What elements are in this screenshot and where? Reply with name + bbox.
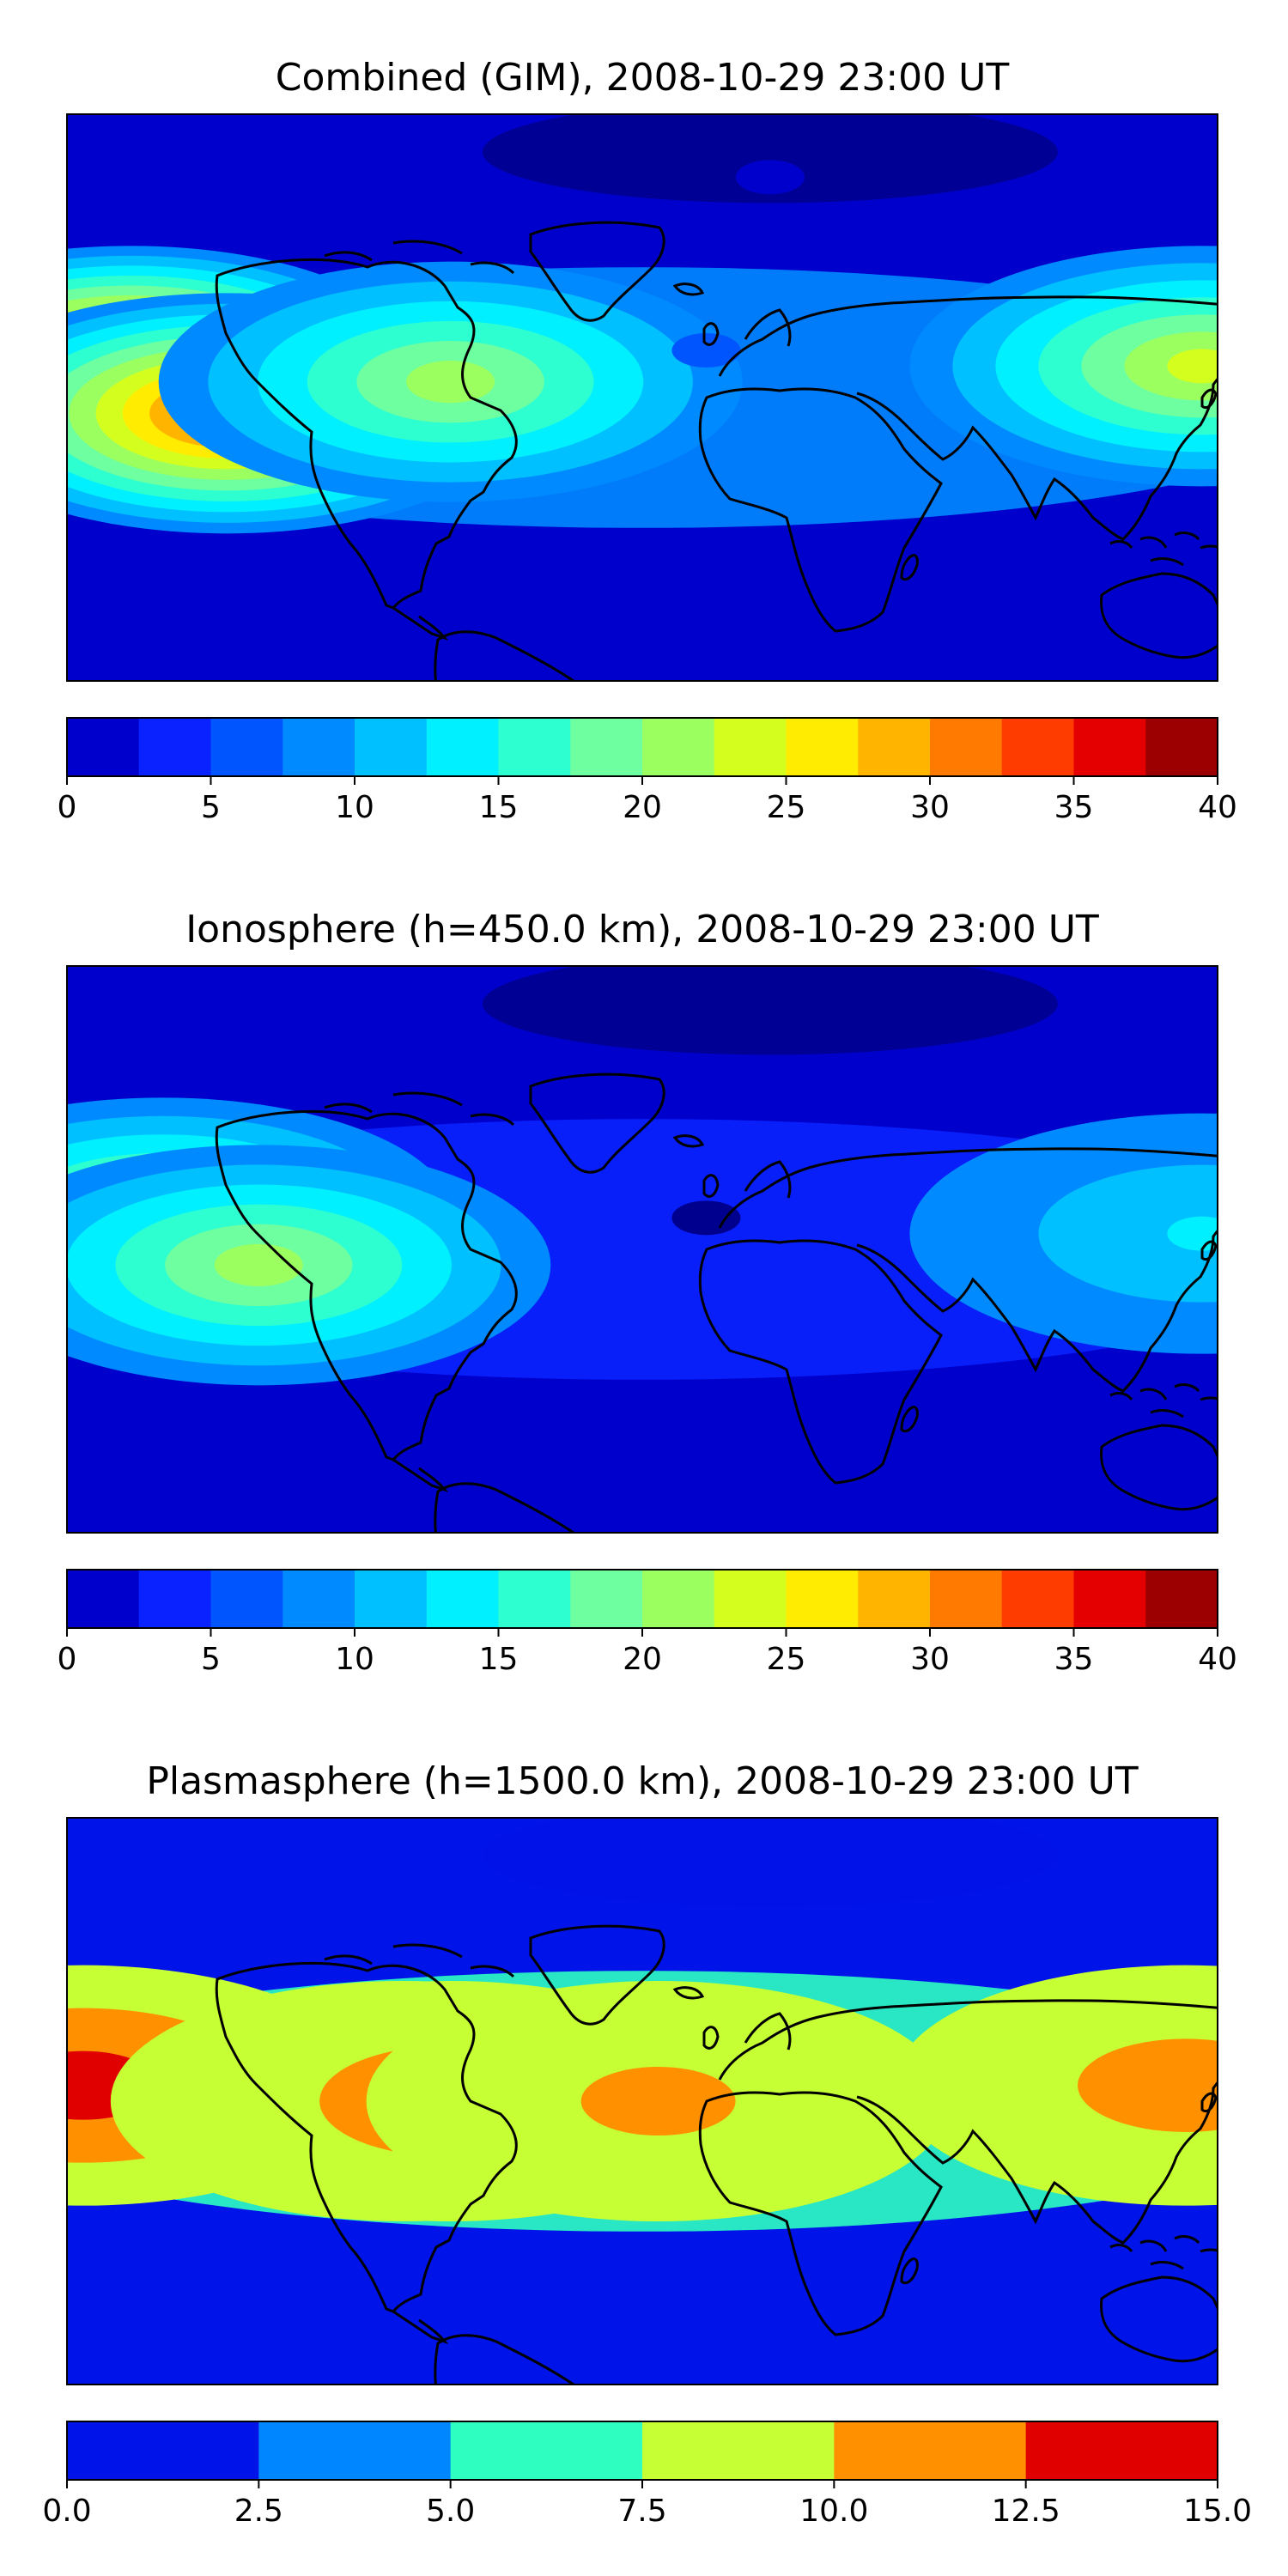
colorbar-segment [355, 718, 428, 776]
contour-3-7 [1167, 349, 1218, 384]
colorbar-tick-label: 12.5 [992, 2494, 1060, 2529]
colorbar-tick-label: 5.0 [426, 2494, 475, 2529]
chart-panel-1: Combined (GIM), 2008-10-29 23:00 UT 0 5 10 1… [58, 56, 1237, 825]
colorbar-segment [283, 718, 355, 776]
colorbar-segment [834, 2421, 1027, 2480]
contour-4-1 [671, 1200, 741, 1236]
colorbar-segment [498, 1570, 571, 1628]
colorbar-segment [283, 1570, 355, 1628]
colorbar-segment [498, 718, 571, 776]
colorbar-segment [642, 718, 715, 776]
colorbar-segment [1001, 718, 1074, 776]
colorbar-segment [67, 2421, 259, 2480]
colorbar-segment [642, 1570, 715, 1628]
map-area [66, 965, 1218, 1534]
colorbar-tick-label: 40 [1198, 790, 1237, 825]
colorbar-tick-label: 0 [58, 790, 77, 825]
colorbar-segment [355, 1570, 428, 1628]
colorbar-segment [1145, 718, 1218, 776]
colorbar-segment [1025, 2421, 1218, 2480]
colorbar-tick-label: 10 [335, 790, 374, 825]
colorbar-segment [858, 718, 931, 776]
colorbar-segment [258, 2421, 452, 2480]
field-polar-low [482, 966, 1058, 1055]
contour-6-1 [735, 160, 805, 195]
colorbar-segment [210, 718, 283, 776]
colorbar-tick-label: 2.5 [234, 2494, 283, 2529]
colorbar-segment [1145, 1570, 1218, 1628]
colorbar-segment [786, 718, 859, 776]
colorbar-tick-label: 35 [1054, 1642, 1094, 1677]
colorbar-segment [930, 1570, 1003, 1628]
colorbar-tick-label: 30 [910, 1642, 950, 1677]
colorbar-tick-label: 15 [479, 790, 519, 825]
colorbar-tick-label: 5 [201, 790, 221, 825]
field-polar-low [482, 114, 1058, 204]
colorbar-tick-label: 25 [767, 790, 806, 825]
colorbar-tick-label: 25 [767, 1642, 806, 1677]
contour-3-3 [1167, 1216, 1218, 1251]
chart-title: Plasmasphere (h=1500.0 km), 2008-10-29 2… [146, 1759, 1138, 1803]
colorbar-segment [714, 1570, 787, 1628]
colorbar-tick-label: 0 [58, 1642, 77, 1677]
colorbar-segment [858, 1570, 931, 1628]
contour-5-1 [671, 333, 741, 368]
colorbar-tick-label: 7.5 [617, 2494, 666, 2529]
colorbar: 0.0 2.5 5.0 7.5 10.0 12.5 15.0 [42, 2421, 1252, 2529]
colorbar-segment [1001, 1570, 1074, 1628]
map-frame [66, 113, 1218, 682]
colorbar-segment [426, 1570, 499, 1628]
map-frame [66, 1817, 1218, 2385]
colorbar-tick-label: 40 [1198, 1642, 1237, 1677]
contour-5-1 [893, 1965, 1218, 2206]
colorbar-segment [210, 1570, 283, 1628]
colorbar-segment [67, 1570, 140, 1628]
colorbar: 0 5 10 15 20 25 30 35 40 [58, 1569, 1237, 1677]
colorbar-segment [138, 1570, 211, 1628]
colorbar-segment [570, 1570, 643, 1628]
colorbar-segment [642, 2421, 835, 2480]
colorbar-tick-label: 35 [1054, 790, 1094, 825]
chart-panel-3: Plasmasphere (h=1500.0 km), 2008-10-29 2… [42, 1759, 1252, 2529]
contour-5-2 [1078, 2038, 1218, 2132]
map-frame [66, 965, 1218, 1534]
map-area [66, 113, 1218, 682]
field-polar-low [482, 1818, 1058, 1907]
colorbar-segment [426, 718, 499, 776]
colorbar-tick-label: 10.0 [799, 2494, 868, 2529]
colorbar-segment [570, 718, 643, 776]
colorbar-tick-label: 15.0 [1183, 2494, 1252, 2529]
colorbar-segment [930, 718, 1003, 776]
colorbar-tick-label: 0.0 [42, 2494, 91, 2529]
colorbar-tick-label: 15 [479, 1642, 519, 1677]
contour-4-6 [406, 361, 495, 404]
contour-2-6 [214, 1243, 303, 1286]
chart-title: Ionosphere (h=450.0 km), 2008-10-29 23:0… [185, 908, 1099, 951]
colorbar-tick-label: 5 [201, 1642, 221, 1677]
contour-3-2 [1038, 1164, 1218, 1303]
colorbar-segment [786, 1570, 859, 1628]
colorbar-tick-label: 20 [623, 790, 662, 825]
colorbar-tick-label: 20 [623, 1642, 662, 1677]
colorbar-tick-label: 10 [335, 1642, 374, 1677]
colorbar-segment [1073, 718, 1146, 776]
chart-title: Combined (GIM), 2008-10-29 23:00 UT [276, 56, 1010, 100]
colorbar-segment [67, 718, 140, 776]
colorbar-segment [714, 718, 787, 776]
colorbar: 0 5 10 15 20 25 30 35 40 [58, 717, 1237, 825]
colorbar-segment [138, 718, 211, 776]
colorbar-tick-label: 30 [910, 790, 950, 825]
colorbar-segment [1073, 1570, 1146, 1628]
chart-panel-2: Ionosphere (h=450.0 km), 2008-10-29 23:0… [58, 908, 1237, 1677]
colorbar-segment [450, 2421, 643, 2480]
map-area [66, 1817, 1218, 2385]
contour-4-2 [580, 2067, 736, 2136]
